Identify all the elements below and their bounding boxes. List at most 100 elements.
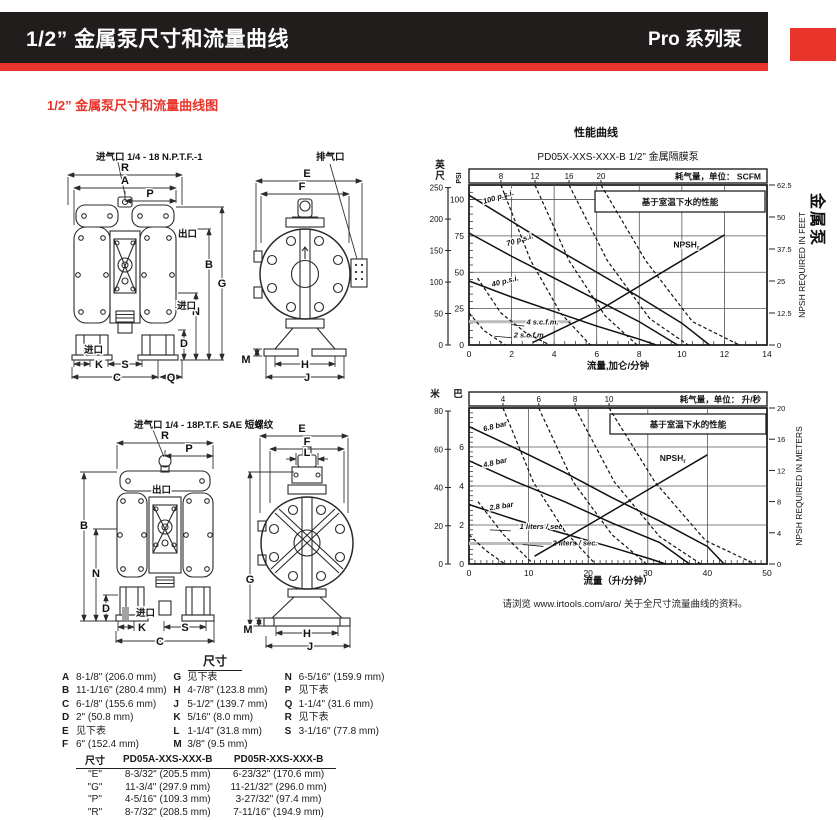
- series-scfm20: [600, 184, 740, 346]
- dim-letter: R: [284, 712, 292, 724]
- svg-text:20: 20: [434, 522, 443, 531]
- svg-text:50: 50: [762, 568, 772, 578]
- dim-row: B 11-1/16" (280.4 mm): [62, 684, 173, 697]
- svg-text:6: 6: [459, 442, 464, 452]
- size-table-row: "G" 11-3/4" (297.9 mm) 11-21/32" (296.0 …: [76, 782, 336, 795]
- x-axis-label: 流量,加仑/分钟: [587, 360, 650, 372]
- svg-text:B: B: [205, 259, 213, 271]
- svg-text:D: D: [180, 338, 188, 350]
- dim-value: 6-5/16" (159.9 mm): [298, 672, 385, 683]
- corner-red-box: [790, 28, 836, 61]
- svg-text:S: S: [121, 359, 128, 371]
- top-axis-label: 耗气量，单位： 升/秒: [680, 395, 762, 405]
- axis-unit-label: 英: [435, 159, 445, 171]
- dim-value: 6-1/8" (155.6 mm): [76, 698, 157, 710]
- svg-text:0: 0: [439, 341, 444, 350]
- series-npshr: [532, 234, 725, 344]
- dim-value: 2" (50.8 mm): [76, 712, 134, 724]
- dim-letter: F: [62, 739, 69, 751]
- dim-letter: E: [62, 725, 69, 737]
- dim-value: 见下表: [76, 725, 106, 737]
- dim-value: 1-1/4" (31.8 mm): [187, 725, 263, 737]
- size-b: 3-27/32" (97.4 mm): [235, 794, 322, 806]
- outlet-label: 出口: [178, 228, 197, 240]
- size-table-header-b: PD05R-XXS-XXX-B: [221, 752, 336, 769]
- dim-row: K 5/16" (8.0 mm): [173, 711, 284, 724]
- series-p70: [468, 232, 678, 346]
- svg-text:6: 6: [594, 349, 599, 359]
- svg-text:20: 20: [597, 172, 606, 181]
- svg-text:N: N: [192, 306, 200, 318]
- pump-drawing-nptf: R A P G B N D K S C Q E F M H J 进气口 1/4 …: [67, 150, 368, 386]
- top-axis-strip: [468, 168, 768, 184]
- chart-subtitle: PD05X-XXS-XXX-B 1/2” 金属隔膜泵: [537, 150, 698, 163]
- front-view: [115, 454, 215, 622]
- svg-text:100: 100: [430, 278, 444, 287]
- svg-text:0: 0: [777, 341, 781, 350]
- size-table-header-dim: 尺寸: [76, 752, 114, 769]
- x-axis-label: 流量（升/分钟）: [583, 575, 652, 587]
- series-bar68: [468, 425, 725, 565]
- svg-text:0: 0: [467, 568, 472, 578]
- series-scfm2: [468, 312, 506, 346]
- svg-text:0: 0: [777, 560, 781, 569]
- svg-text:H: H: [303, 628, 311, 640]
- axis-unit-label: 巴: [453, 389, 463, 400]
- series-label-ls2: 2 liters / sec.: [551, 538, 597, 547]
- svg-text:25: 25: [455, 304, 465, 314]
- svg-text:20: 20: [777, 404, 785, 413]
- dim-row: J 5-1/2" (139.7 mm): [173, 698, 284, 711]
- dimensions-list: A 8-1/8" (206.0 mm) B 11-1/16" (280.4 mm) C 6…: [62, 671, 396, 751]
- size-table: 尺寸 PD05A-XXS-XXX-B PD05R-XXS-XXX-B "E" 8…: [76, 752, 336, 819]
- dim-letter: P: [284, 685, 292, 697]
- dim-value: 6" (152.4 mm): [76, 739, 140, 751]
- series-bar48: [468, 459, 690, 565]
- svg-text:12.5: 12.5: [777, 309, 792, 318]
- svg-text:200: 200: [430, 215, 444, 224]
- series-scfm4: [477, 277, 551, 346]
- dims-col-2: G 见下表 H 4-7/8" (123.8 mm) J 5-1/2" (139.7 mm)…: [173, 671, 284, 751]
- svg-text:G: G: [246, 574, 255, 586]
- series-p100: [468, 194, 710, 346]
- side-view: [257, 446, 354, 627]
- size-dim: "E": [88, 769, 102, 780]
- size-b: 6-23/32" (170.6 mm): [232, 769, 325, 780]
- svg-text:50: 50: [777, 213, 785, 222]
- svg-text:12: 12: [777, 466, 785, 475]
- dimension-lines: [80, 429, 351, 649]
- dim-row: E 见下表: [62, 725, 173, 738]
- svg-text:4: 4: [777, 529, 781, 538]
- dim-value: 见下表: [187, 672, 218, 683]
- svg-text:25: 25: [777, 277, 785, 286]
- page-title: 1/2” 金属泵尺寸和流量曲线: [26, 27, 290, 51]
- svg-text:G: G: [218, 278, 227, 290]
- dim-value: 11-1/16" (280.4 mm): [76, 685, 167, 697]
- size-a: 8-3/32" (205.5 mm): [124, 769, 211, 780]
- dim-value: 3/8" (9.5 mm): [187, 739, 248, 751]
- svg-text:50: 50: [455, 267, 465, 277]
- series-ls6: [538, 407, 647, 565]
- dim-value: 见下表: [298, 712, 329, 724]
- pump-drawing-sae: R P B N D K S C E F L G M H J 进气口 1/4 - …: [79, 418, 354, 655]
- size-a: 11-3/4" (297.9 mm): [125, 781, 211, 793]
- legend-box: [594, 190, 766, 213]
- dim-row: A 8-1/8" (206.0 mm): [62, 671, 173, 684]
- section-heading: 1/2” 金属泵尺寸和流量曲线图: [47, 98, 219, 113]
- size-dim: "G": [87, 781, 103, 793]
- chart-legend: 基于室温下水的性能: [641, 197, 719, 207]
- dim-value: 5/16" (8.0 mm): [187, 712, 254, 724]
- svg-text:75: 75: [455, 231, 465, 241]
- svg-text:62.5: 62.5: [777, 181, 792, 190]
- svg-text:C: C: [113, 372, 121, 384]
- svg-text:F: F: [304, 436, 311, 448]
- top-axis-label: 耗气量，单位： SCFM: [675, 172, 761, 182]
- exhaust-label: 排气口: [316, 151, 345, 163]
- dim-value: 5-1/2" (139.7 mm): [187, 698, 268, 710]
- dim-row: G 见下表: [173, 671, 284, 684]
- dim-letter: L: [173, 725, 180, 737]
- series-ls8: [574, 407, 702, 565]
- svg-text:8: 8: [573, 395, 578, 404]
- dims-col-1: A 8-1/8" (206.0 mm) B 11-1/16" (280.4 mm) C 6…: [62, 671, 173, 751]
- series-bar28: [468, 503, 666, 565]
- svg-text:14: 14: [762, 349, 772, 359]
